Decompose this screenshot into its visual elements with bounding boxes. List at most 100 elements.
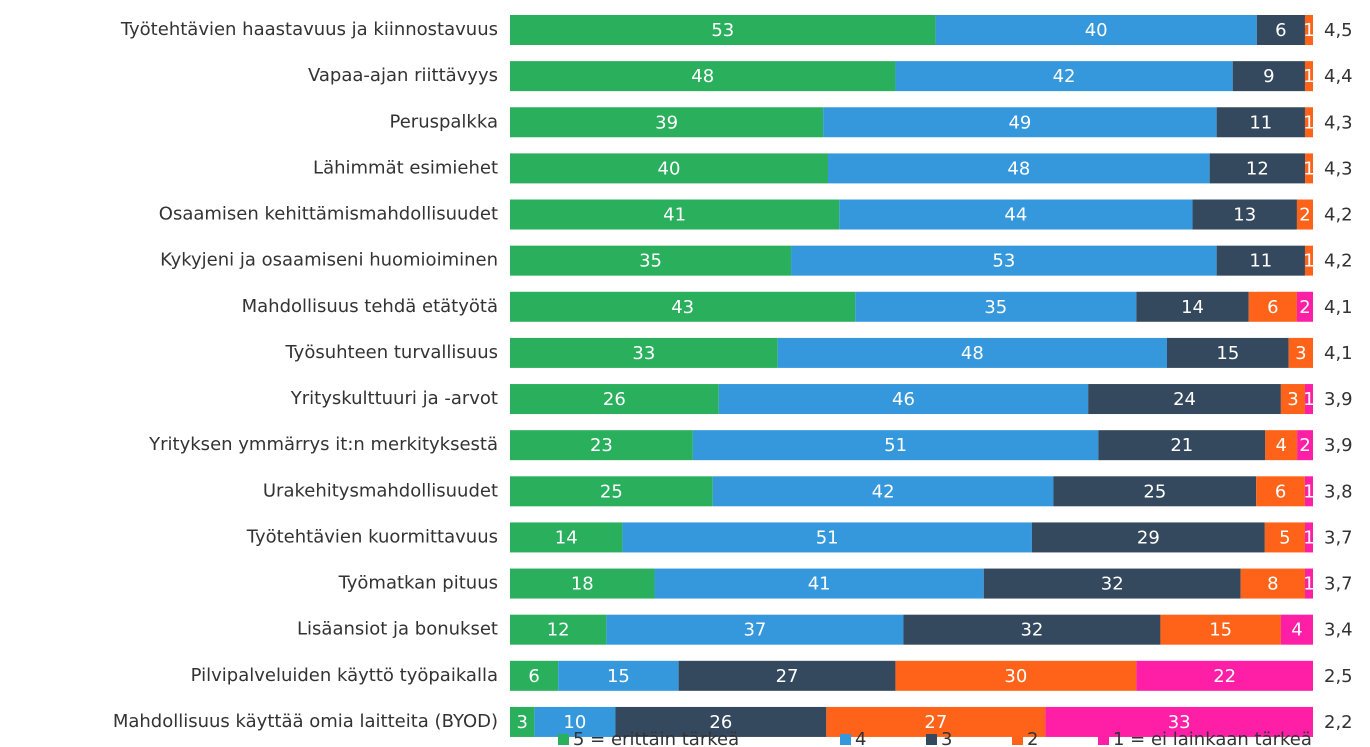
bar-segment: [510, 614, 607, 645]
data-label: 3: [516, 712, 527, 733]
data-label: 1: [1303, 574, 1314, 595]
category-label: Osaamisen kehittämismahdollisuudet: [159, 204, 498, 225]
bar-segment: [1160, 614, 1281, 645]
bar-segment: [1264, 522, 1305, 553]
data-label: 1: [1303, 158, 1314, 179]
bar-segment: [1209, 153, 1306, 184]
mean-label: 3,9: [1324, 389, 1353, 410]
data-label: 1: [1303, 112, 1314, 133]
data-label: 37: [743, 620, 766, 641]
data-label: 2: [1299, 205, 1310, 226]
legend-label: 5 = erittäin tärkeä: [573, 729, 739, 747]
bar-segment: [510, 706, 535, 737]
mean-label: 4,3: [1324, 112, 1353, 133]
bar-segment: [510, 660, 559, 691]
data-label: 2: [1299, 435, 1310, 456]
data-label: 11: [1249, 251, 1272, 272]
data-label: 3: [1295, 343, 1306, 364]
legend-swatch: [558, 734, 569, 745]
bar-segment: [1136, 291, 1249, 322]
bar-segment: [1216, 107, 1305, 138]
bar-segment: [718, 384, 1089, 415]
data-label: 53: [711, 20, 734, 41]
data-label: 22: [1213, 666, 1236, 687]
data-label: 41: [663, 205, 686, 226]
legend-swatch: [926, 734, 937, 745]
bar-segment: [823, 107, 1217, 138]
data-label: 9: [1263, 66, 1274, 87]
bar-segment: [1304, 61, 1313, 92]
data-label: 35: [639, 251, 662, 272]
data-label: 26: [603, 389, 626, 410]
data-label: 4: [1275, 435, 1286, 456]
category-label: Työmatkan pituus: [338, 573, 498, 594]
category-label: Pilvipalveluiden käyttö työpaikalla: [191, 665, 498, 686]
data-label: 11: [1249, 112, 1272, 133]
mean-label: 4,2: [1324, 251, 1353, 272]
data-label: 33: [632, 343, 655, 364]
mean-label: 3,9: [1324, 435, 1353, 456]
bar-segment: [1280, 614, 1313, 645]
data-label: 32: [1020, 620, 1043, 641]
data-label: 4: [1291, 620, 1302, 641]
bar-segment: [855, 291, 1137, 322]
mean-label: 3,7: [1324, 527, 1353, 548]
legend-label: 4: [855, 729, 866, 747]
bar-segment: [777, 337, 1167, 368]
bar-segment: [510, 107, 824, 138]
legend-label: 3: [941, 729, 952, 747]
data-label: 39: [655, 112, 678, 133]
bar-segment: [828, 153, 1210, 184]
data-label: 46: [892, 389, 915, 410]
bar-segment: [1232, 61, 1305, 92]
category-label: Peruspalkka: [390, 111, 499, 132]
data-label: 30: [1004, 666, 1027, 687]
mean-label: 4,4: [1324, 66, 1353, 87]
bar-segment: [1256, 15, 1305, 45]
mean-label: 4,5: [1324, 20, 1353, 41]
legend-swatch: [1012, 734, 1023, 745]
bar-segment: [903, 614, 1161, 645]
bar-segment: [895, 61, 1233, 92]
data-label: 21: [1170, 435, 1193, 456]
bar-segment: [510, 291, 856, 322]
bar-segment: [1304, 107, 1313, 138]
data-label: 41: [808, 574, 831, 595]
data-label: 26: [709, 712, 732, 733]
bar-segment: [534, 706, 616, 737]
bar-segment: [839, 199, 1193, 230]
bar-segment: [510, 153, 829, 184]
data-label: 2: [1299, 297, 1310, 318]
data-label: 53: [992, 251, 1015, 272]
data-label: 48: [691, 66, 714, 87]
bar-segment: [791, 245, 1217, 276]
data-label: 23: [590, 435, 613, 456]
bar-segment: [983, 568, 1241, 599]
bar-segment: [1304, 568, 1313, 599]
data-label: 33: [1168, 712, 1191, 733]
bar-segment: [1280, 384, 1305, 415]
mean-label: 4,1: [1324, 343, 1353, 364]
bar-segment: [1136, 660, 1313, 691]
data-label: 10: [563, 712, 586, 733]
data-label: 6: [528, 666, 539, 687]
bar-segment: [1192, 199, 1297, 230]
category-label: Mahdollisuus tehdä etätyötä: [242, 296, 498, 317]
bar-segment: [654, 568, 984, 599]
data-label: 14: [1181, 297, 1204, 318]
data-label: 15: [1216, 343, 1239, 364]
category-label: Mahdollisuus käyttää omia laitteita (BYO…: [113, 711, 498, 732]
bar-segment: [935, 15, 1257, 45]
category-label: Kykyjeni ja osaamiseni huomioiminen: [160, 250, 498, 271]
data-label: 40: [1085, 20, 1108, 41]
bar-segment: [510, 61, 896, 92]
data-label: 51: [884, 435, 907, 456]
data-label: 1: [1303, 20, 1314, 41]
bar-segment: [510, 522, 623, 553]
data-label: 12: [547, 620, 570, 641]
mean-label: 4,2: [1324, 205, 1353, 226]
data-label: 8: [1267, 574, 1278, 595]
data-label: 43: [671, 297, 694, 318]
data-label: 15: [1209, 620, 1232, 641]
bar-segment: [1304, 476, 1313, 507]
